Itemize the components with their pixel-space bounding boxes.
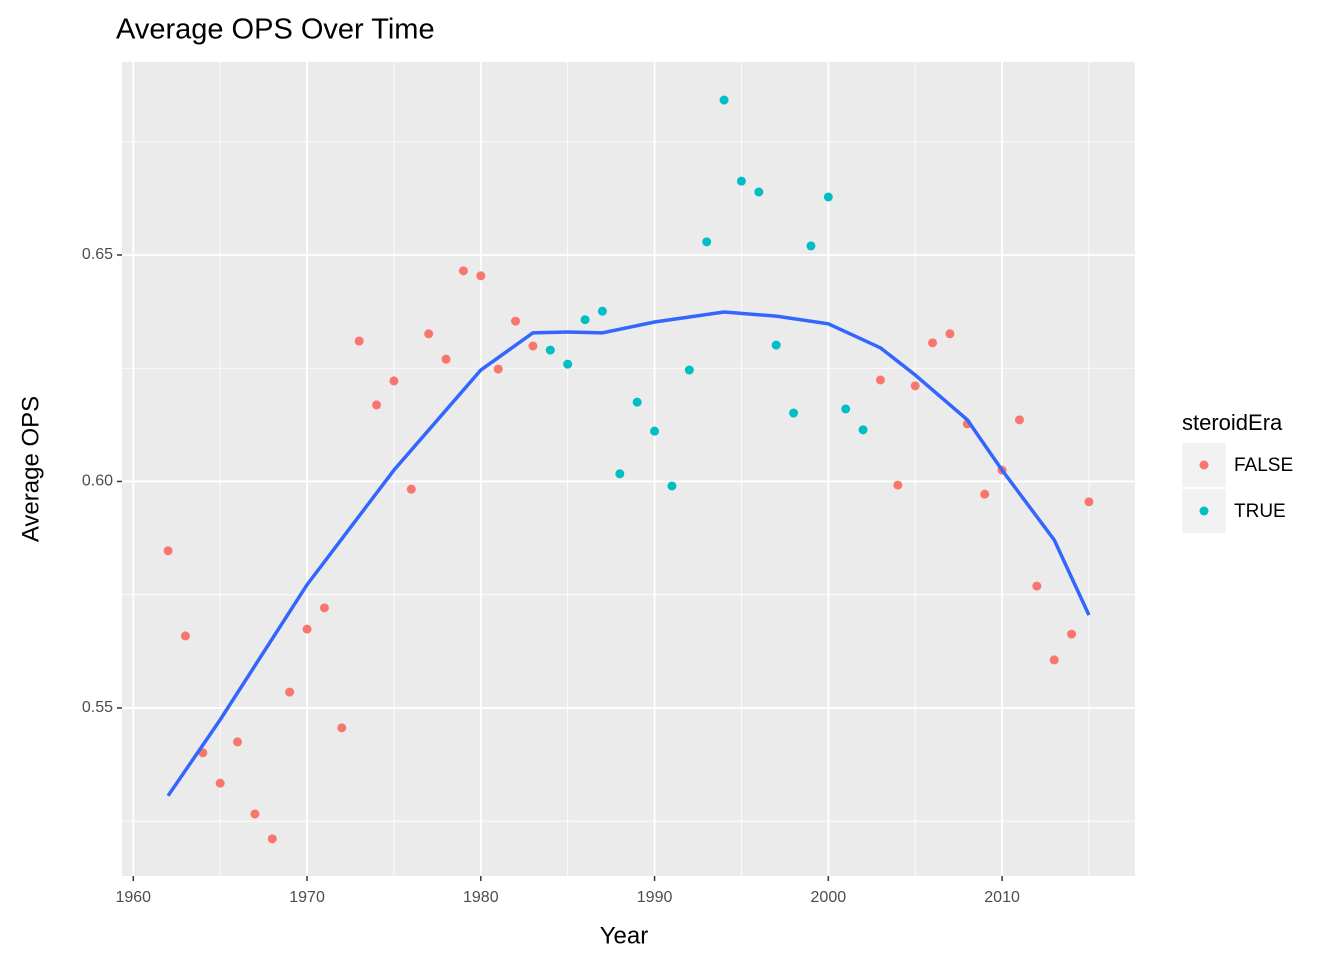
point <box>580 315 590 325</box>
point <box>302 624 312 634</box>
legend-label: TRUE <box>1234 501 1286 522</box>
x-tick-label: 2010 <box>984 889 1020 906</box>
point <box>441 354 451 364</box>
point <box>180 631 190 641</box>
legend-title: steroidEra <box>1182 410 1283 435</box>
point <box>702 237 712 247</box>
point <box>667 481 677 491</box>
point <box>980 489 990 499</box>
y-tick-label: 0.60 <box>82 473 113 490</box>
point <box>233 737 243 747</box>
point <box>1084 497 1094 507</box>
point <box>476 271 486 281</box>
point <box>841 404 851 414</box>
point <box>650 426 660 436</box>
point <box>632 397 642 407</box>
point <box>511 316 521 326</box>
point <box>858 425 868 435</box>
point <box>545 345 555 355</box>
legend-marker <box>1199 460 1209 470</box>
point <box>719 95 729 105</box>
x-axis-label: Year <box>600 922 649 949</box>
point <box>893 480 903 490</box>
point <box>945 329 955 339</box>
point <box>597 306 607 316</box>
y-tick-label: 0.65 <box>82 246 113 263</box>
point <box>163 546 173 556</box>
point <box>406 484 416 494</box>
point <box>910 381 920 391</box>
point <box>684 365 694 375</box>
point <box>424 329 434 339</box>
point <box>458 266 468 276</box>
point <box>493 364 503 374</box>
point <box>1032 581 1042 591</box>
point <box>823 192 833 202</box>
chart-title: Average OPS Over Time <box>116 14 435 46</box>
y-axis-label: Average OPS <box>17 396 44 542</box>
point <box>250 809 260 819</box>
point <box>372 400 382 410</box>
point <box>736 176 746 186</box>
point <box>337 723 347 733</box>
point <box>771 340 781 350</box>
point <box>528 341 538 351</box>
point <box>389 376 399 386</box>
x-tick-label: 1970 <box>289 889 325 906</box>
point <box>754 187 764 197</box>
panel <box>122 62 1135 876</box>
point <box>615 469 625 479</box>
y-tick-label: 0.55 <box>82 699 113 716</box>
point <box>267 834 277 844</box>
point <box>1049 655 1059 665</box>
legend-label: FALSE <box>1234 455 1293 476</box>
smooth-line <box>166 310 1091 797</box>
point <box>806 241 816 251</box>
point <box>928 338 938 348</box>
point <box>285 687 295 697</box>
point <box>215 778 225 788</box>
x-tick-label: 1980 <box>463 889 499 906</box>
legend-marker <box>1199 506 1209 516</box>
point <box>563 359 573 369</box>
point <box>354 336 364 346</box>
point <box>875 375 885 385</box>
x-tick-label: 1960 <box>115 889 151 906</box>
x-tick-label: 2000 <box>811 889 847 906</box>
x-tick-label: 1990 <box>637 889 673 906</box>
point <box>1014 415 1024 425</box>
point <box>1067 629 1077 639</box>
point <box>789 408 799 418</box>
point <box>319 603 329 613</box>
